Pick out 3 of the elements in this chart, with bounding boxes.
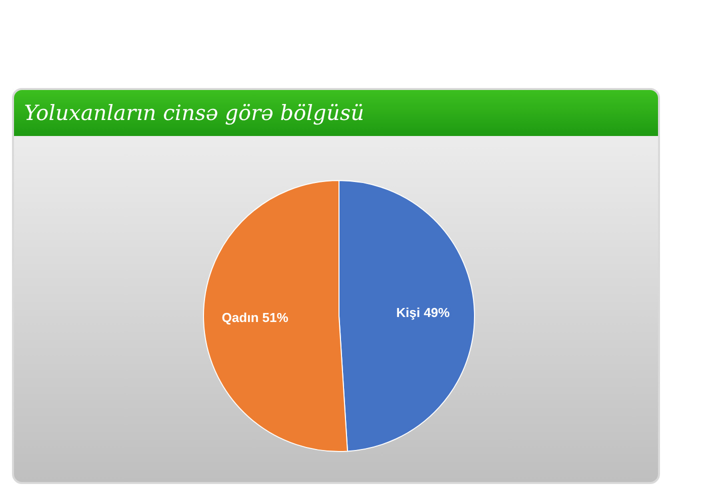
chart-title: Yoluxanların cinsə görə bölgüsü bbox=[14, 90, 658, 136]
slice-label: Kişi 49% bbox=[396, 304, 450, 320]
slice-label: Qadın 51% bbox=[222, 310, 289, 326]
